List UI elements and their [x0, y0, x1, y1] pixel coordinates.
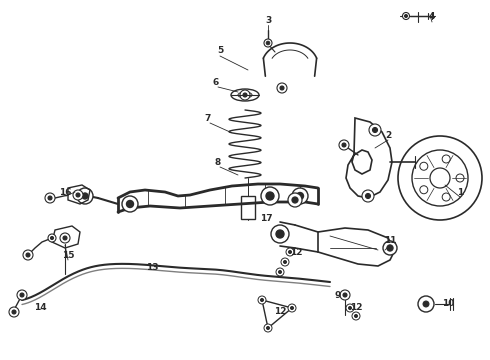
Text: 12: 12 — [290, 248, 302, 257]
Text: 13: 13 — [146, 264, 158, 273]
Circle shape — [264, 39, 272, 47]
Circle shape — [362, 190, 374, 202]
Circle shape — [63, 236, 67, 240]
Circle shape — [346, 304, 354, 312]
Circle shape — [258, 296, 266, 304]
Circle shape — [266, 41, 270, 45]
Circle shape — [261, 187, 279, 205]
Circle shape — [264, 324, 272, 332]
Text: 1: 1 — [457, 188, 463, 197]
Circle shape — [26, 253, 30, 257]
Circle shape — [243, 93, 247, 97]
Circle shape — [126, 201, 133, 207]
Circle shape — [240, 90, 250, 100]
Circle shape — [266, 192, 274, 200]
Circle shape — [354, 315, 358, 318]
Circle shape — [369, 124, 381, 136]
Circle shape — [420, 186, 428, 194]
Circle shape — [82, 193, 88, 199]
Circle shape — [340, 290, 350, 300]
Circle shape — [276, 268, 284, 276]
Circle shape — [271, 225, 289, 243]
Text: 7: 7 — [205, 113, 211, 122]
Circle shape — [288, 193, 302, 207]
Circle shape — [456, 174, 464, 182]
Circle shape — [267, 327, 270, 329]
Circle shape — [288, 304, 296, 312]
Text: 14: 14 — [34, 303, 47, 312]
Text: 4: 4 — [429, 12, 435, 21]
Circle shape — [48, 234, 56, 242]
Circle shape — [286, 248, 294, 256]
Circle shape — [261, 298, 264, 302]
Circle shape — [45, 193, 55, 203]
Circle shape — [48, 196, 52, 200]
Circle shape — [9, 307, 19, 317]
Circle shape — [291, 306, 294, 310]
Circle shape — [342, 143, 346, 147]
Circle shape — [296, 193, 303, 199]
Circle shape — [278, 270, 281, 274]
Text: 11: 11 — [384, 235, 396, 244]
Circle shape — [284, 261, 287, 264]
Circle shape — [122, 196, 138, 212]
Ellipse shape — [238, 92, 252, 98]
Text: 12: 12 — [350, 302, 362, 311]
Circle shape — [276, 230, 284, 238]
Circle shape — [17, 290, 27, 300]
Circle shape — [383, 241, 397, 255]
Circle shape — [372, 127, 377, 132]
Circle shape — [50, 237, 53, 239]
Text: 5: 5 — [217, 45, 223, 54]
Text: 15: 15 — [62, 252, 74, 261]
Circle shape — [289, 251, 292, 253]
Text: 3: 3 — [265, 15, 271, 24]
Circle shape — [442, 155, 450, 163]
Circle shape — [60, 233, 70, 243]
Circle shape — [77, 188, 93, 204]
Text: 12: 12 — [274, 307, 286, 316]
Circle shape — [73, 190, 83, 200]
Text: 2: 2 — [385, 131, 391, 140]
Text: 16: 16 — [59, 188, 71, 197]
Circle shape — [387, 245, 393, 251]
Text: 8: 8 — [215, 158, 221, 166]
Circle shape — [343, 293, 347, 297]
Circle shape — [402, 13, 410, 19]
Ellipse shape — [231, 89, 259, 101]
Circle shape — [339, 140, 349, 150]
Text: 6: 6 — [213, 77, 219, 86]
Circle shape — [76, 193, 80, 197]
Circle shape — [12, 310, 16, 314]
Text: 17: 17 — [260, 213, 272, 222]
Circle shape — [420, 162, 428, 170]
Circle shape — [366, 194, 370, 198]
Circle shape — [292, 197, 298, 203]
Circle shape — [405, 14, 408, 18]
Circle shape — [348, 306, 351, 310]
Circle shape — [352, 312, 360, 320]
Circle shape — [23, 250, 33, 260]
Circle shape — [280, 86, 284, 90]
Circle shape — [423, 301, 429, 307]
Circle shape — [292, 188, 308, 204]
Circle shape — [277, 83, 287, 93]
Circle shape — [442, 193, 450, 201]
Circle shape — [281, 258, 289, 266]
Circle shape — [20, 293, 24, 297]
Text: 9: 9 — [335, 291, 341, 300]
Text: 10: 10 — [442, 298, 454, 307]
Circle shape — [418, 296, 434, 312]
